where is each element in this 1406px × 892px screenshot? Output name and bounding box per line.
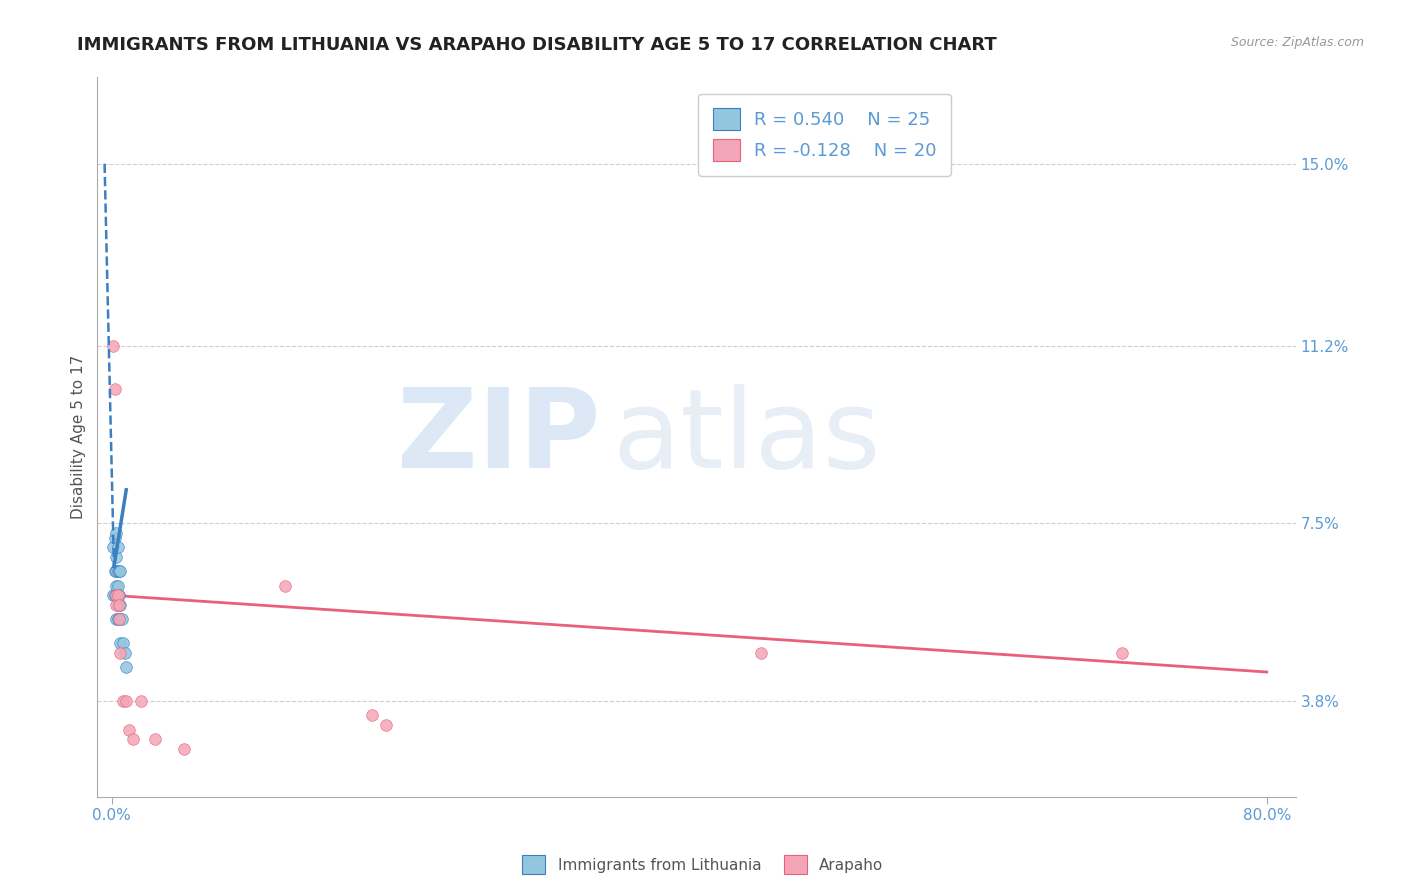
Point (110, 564, 132, 578)
Point (103, 588, 125, 602)
Point (108, 564, 131, 578)
Point (143, 732, 166, 747)
Point (107, 579, 129, 593)
Point (108, 598, 131, 612)
Point (105, 549, 128, 564)
Point (107, 541, 129, 555)
Legend: Immigrants from Lithuania, Arapaho: Immigrants from Lithuania, Arapaho (516, 849, 890, 880)
Point (105, 612, 128, 626)
Point (108, 588, 131, 602)
Point (104, 382, 127, 396)
Point (110, 646, 132, 660)
Point (105, 525, 128, 540)
Text: atlas: atlas (613, 384, 882, 491)
Point (274, 579, 297, 593)
Point (110, 598, 132, 612)
Point (173, 741, 195, 756)
Point (108, 612, 131, 626)
Point (122, 732, 145, 747)
Point (129, 694, 152, 708)
Point (104, 588, 127, 602)
Y-axis label: Disability Age 5 to 17: Disability Age 5 to 17 (72, 355, 86, 519)
Point (104, 531, 127, 545)
Point (1111, 646, 1133, 660)
Text: Source: ZipAtlas.com: Source: ZipAtlas.com (1230, 36, 1364, 49)
Point (375, 718, 398, 732)
Text: ZIP: ZIP (398, 384, 600, 491)
Point (105, 579, 128, 593)
Point (110, 636, 132, 650)
Point (107, 564, 129, 578)
Point (751, 646, 773, 660)
Point (115, 660, 138, 674)
Point (105, 564, 128, 578)
Point (112, 694, 135, 708)
Point (115, 694, 138, 708)
Point (108, 612, 131, 626)
Point (118, 723, 141, 737)
Point (107, 598, 129, 612)
Text: IMMIGRANTS FROM LITHUANIA VS ARAPAHO DISABILITY AGE 5 TO 17 CORRELATION CHART: IMMIGRANTS FROM LITHUANIA VS ARAPAHO DIS… (77, 36, 997, 54)
Point (105, 588, 128, 602)
Point (360, 708, 382, 723)
Legend: R = 0.540    N = 25, R = -0.128    N = 20: R = 0.540 N = 25, R = -0.128 N = 20 (699, 94, 950, 176)
Point (103, 541, 125, 555)
Point (104, 564, 127, 578)
Point (105, 598, 128, 612)
Point (112, 636, 135, 650)
Point (111, 612, 134, 626)
Point (103, 339, 125, 353)
Point (107, 612, 129, 626)
Point (114, 646, 136, 660)
Point (107, 588, 129, 602)
